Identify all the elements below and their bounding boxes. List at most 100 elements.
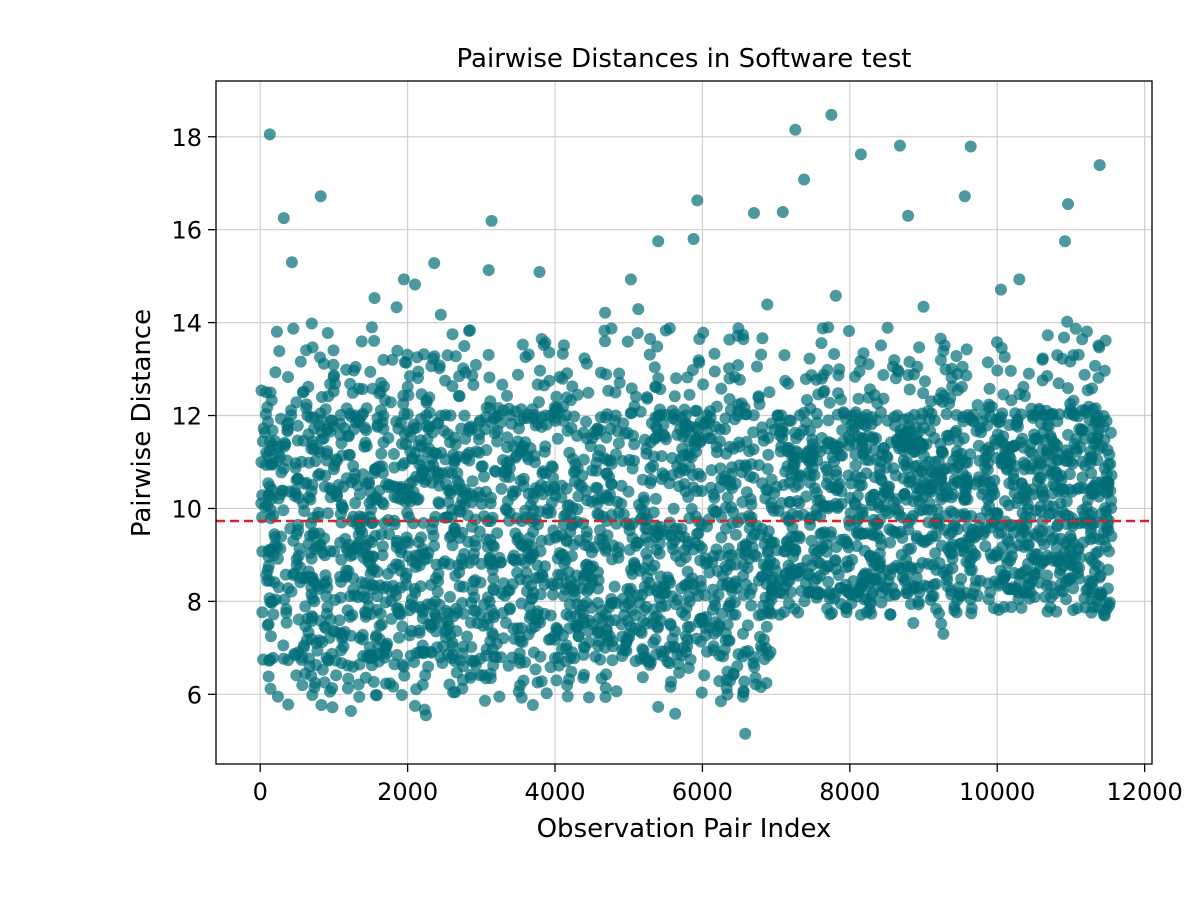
data-point [1033,402,1046,415]
data-point [464,420,477,433]
data-point [348,473,361,486]
data-point [841,555,854,568]
data-point [890,559,903,572]
data-point [453,580,466,593]
data-point [627,429,639,442]
data-point [544,661,557,674]
data-point [621,583,634,596]
data-point [800,490,813,503]
data-point [956,360,969,373]
data-point [955,447,968,460]
data-point [346,386,359,399]
data-point [1105,502,1118,515]
data-point [658,430,671,443]
data-point [831,479,844,492]
x-axis-label: Observation Pair Index [537,814,832,844]
data-point [398,457,411,470]
data-point [946,552,959,565]
data-point [711,564,724,577]
data-point [612,541,625,554]
data-point [1036,352,1049,365]
data-point [465,641,478,653]
data-point [945,491,958,504]
data-point [557,589,570,602]
data-point [833,363,846,376]
outlier-point [271,690,284,703]
data-point [480,444,493,456]
data-point [1064,529,1077,542]
data-point [931,503,944,516]
data-point [1052,377,1065,390]
data-point [277,639,290,652]
data-point [291,419,304,432]
data-point [407,475,419,488]
data-point [437,616,450,629]
data-point [821,464,833,477]
data-point [401,348,414,361]
data-point [344,377,357,390]
data-point [291,472,304,485]
data-point [335,575,347,588]
data-point [729,575,742,588]
data-point [401,506,414,519]
data-point [628,556,641,569]
data-point [1088,438,1101,451]
data-point [340,542,353,555]
data-point [357,584,370,597]
data-point [699,629,712,642]
data-point [1041,569,1054,582]
data-point [1089,359,1102,372]
data-point [751,360,763,373]
data-point [785,469,798,482]
data-point [267,608,280,621]
data-point [590,428,603,440]
data-point [898,459,911,471]
data-point [698,418,711,431]
data-point [747,471,760,484]
data-point [936,447,949,460]
data-point [612,437,625,450]
data-point [264,386,277,399]
data-point [844,433,856,446]
data-point [1068,409,1081,422]
data-point [548,483,561,496]
data-point [388,461,401,474]
x-tick-label: 4000 [524,778,585,806]
data-point [277,504,290,517]
data-point [543,374,556,387]
data-point [898,445,910,458]
data-point [983,382,996,395]
data-point [916,407,929,420]
data-point [466,369,479,382]
data-point [928,432,941,444]
data-point [311,644,324,657]
data-point [965,602,978,615]
data-point [390,415,403,428]
data-point [864,383,876,396]
data-point [393,631,405,644]
data-point [333,614,346,627]
data-point [689,404,702,417]
data-point [979,472,991,485]
data-point [631,327,644,340]
data-point [821,363,834,376]
data-point [515,691,528,704]
data-point [464,671,477,684]
data-point [831,500,844,513]
data-point [803,466,816,479]
data-point [473,433,485,446]
data-point [386,353,399,366]
data-point [647,506,660,519]
data-point [552,651,565,664]
data-point [699,552,712,565]
data-point [356,633,369,646]
data-point [395,689,408,701]
data-point [593,533,606,546]
data-point [670,549,682,562]
data-point [367,550,380,563]
data-point [951,384,964,397]
data-point [516,443,529,456]
data-point [256,606,269,619]
data-point [541,507,554,520]
data-point [430,625,442,638]
